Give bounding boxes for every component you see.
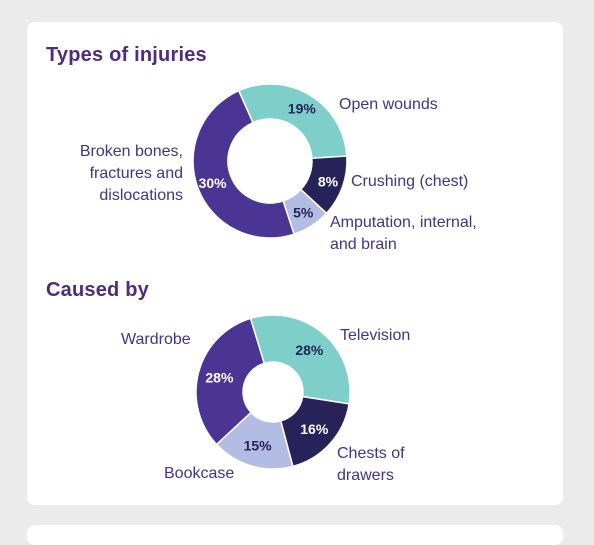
label-wardrobe: Wardrobe (121, 331, 191, 348)
caused-by-donut: 28% 16% 15% 28% (195, 314, 351, 470)
injury-slice-1 (237, 83, 348, 160)
label-open-wounds: Open wounds (339, 96, 438, 113)
label-broken-bones: Broken bones, fractures and dislocations (79, 143, 183, 204)
cause-slice-2 (279, 395, 350, 468)
injury-slice-4 (192, 89, 295, 239)
label-bookcase: Bookcase (164, 465, 235, 482)
injury-value-label-1: 19% (288, 100, 317, 116)
cause-slice-1 (249, 314, 351, 405)
injury-value-label-4: 30% (199, 175, 228, 191)
label-chests-of-drawers: Chests of drawers (337, 445, 405, 484)
caused-by-title: Caused by (46, 279, 149, 301)
label-amputation: Amputation, internal, and brain (330, 214, 477, 253)
injury-value-label-2: 8% (318, 174, 339, 190)
injury-card: Types of injuries Caused by 19% 8% 5% 30% 2… (27, 22, 563, 505)
next-card-edge (27, 525, 563, 545)
types-of-injuries-title: Types of injuries (46, 44, 207, 66)
label-television: Television (340, 327, 411, 344)
cause-value-label-2: 16% (300, 421, 329, 437)
cause-slice-4 (195, 317, 266, 446)
injury-value-label-3: 5% (293, 205, 314, 221)
cause-value-label-4: 28% (205, 370, 234, 386)
types-of-injuries-donut: 19% 8%5% 30% (192, 83, 348, 239)
cause-value-label-1: 28% (295, 342, 324, 358)
label-crushing-chest: Crushing (chest) (351, 173, 469, 190)
cause-value-label-3: 15% (244, 437, 273, 453)
